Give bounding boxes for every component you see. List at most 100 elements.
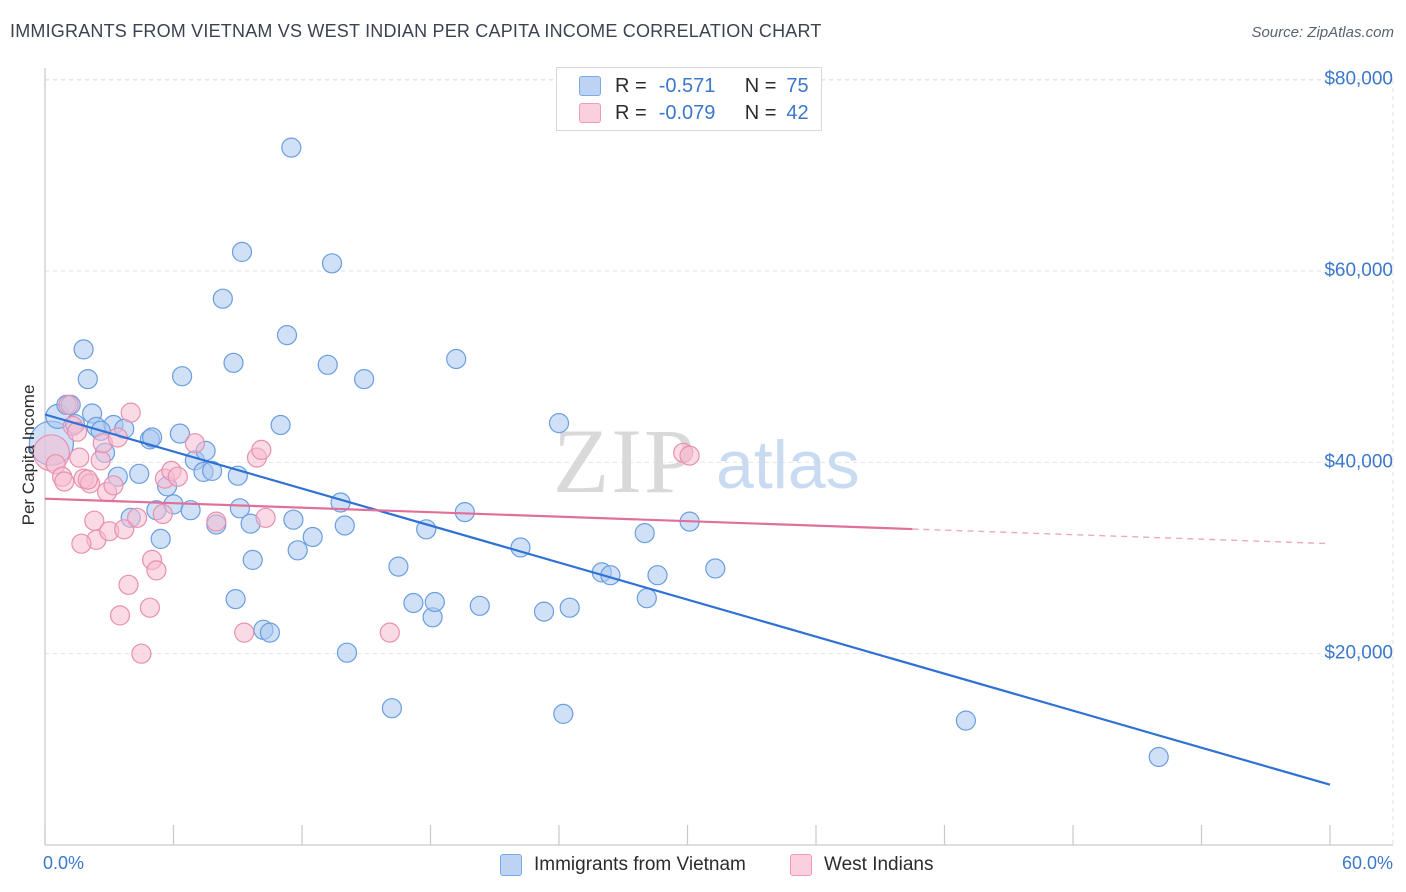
vietnam-point	[381, 698, 402, 719]
vietnam-point	[77, 369, 98, 390]
vietnam-point	[225, 588, 246, 610]
vietnam-point	[553, 703, 574, 725]
vietnam-point	[281, 137, 302, 158]
westindian-point	[118, 574, 139, 595]
westindian-point	[109, 605, 131, 626]
westindian-point	[120, 402, 141, 423]
vietnam-point	[302, 526, 323, 548]
vietnam-point	[321, 253, 343, 274]
bottom-legend-westindian: West Indians	[790, 852, 933, 878]
vietnam-point	[229, 498, 250, 519]
vietnam-point	[242, 549, 263, 571]
vietnam-point	[647, 565, 668, 586]
vietnam-point	[317, 354, 338, 375]
bottom-legend-label-westindian: West Indians	[824, 854, 934, 875]
westindian-point	[71, 533, 92, 554]
vietnam-point	[533, 601, 555, 622]
westindian-point	[139, 597, 160, 618]
trend-lines	[44, 413, 1331, 786]
x-tick-label: 60.0%	[1342, 853, 1393, 873]
vietnam-point	[287, 540, 308, 561]
vietnam-point	[446, 348, 467, 370]
westindian-point	[69, 447, 90, 468]
legend-swatch-vietnam	[579, 76, 601, 96]
vietnam-point	[388, 556, 409, 577]
westindian-point	[152, 503, 173, 525]
westindian-point	[251, 439, 272, 460]
westindian-point	[146, 560, 167, 581]
westindian-point	[127, 507, 148, 528]
vietnam-point	[283, 509, 304, 530]
vietnam-point	[231, 241, 253, 262]
correlation-legend: R = -0.571 N = 75 R = -0.079 N = 42	[556, 67, 822, 131]
westindian-point	[66, 421, 88, 442]
vietnam-point	[955, 710, 977, 731]
vietnam-point	[424, 591, 445, 613]
westindian-point	[131, 643, 152, 664]
westindian-point	[103, 475, 124, 496]
trend-line-westindian	[44, 497, 913, 531]
vietnam-point	[354, 369, 375, 390]
legend-swatch-westindian	[579, 103, 601, 123]
y-tick-label: $20,000	[1324, 643, 1393, 664]
tick-labels: $20,000 $40,000 $60,000 $80,000 0.0% 60.0%	[43, 69, 1393, 873]
y-tick-label: $40,000	[1324, 451, 1393, 472]
westindian-point	[679, 445, 700, 466]
vietnam-point	[636, 588, 657, 609]
x-tick-label: 0.0%	[43, 853, 84, 873]
vietnam-point	[142, 427, 163, 448]
y-tick-label: $80,000	[1324, 69, 1393, 90]
legend-r-label: R =	[615, 101, 647, 124]
legend-r-label: R =	[615, 74, 647, 97]
vietnam-point	[180, 500, 201, 521]
westindian-point	[255, 507, 276, 528]
legend-r-value: -0.079	[658, 101, 716, 124]
vietnam-point	[259, 622, 280, 643]
vietnam-point	[705, 558, 726, 579]
vietnam-point	[169, 423, 190, 444]
vietnam-point	[172, 366, 193, 387]
vietnam-point	[559, 597, 580, 618]
westindian-point	[54, 471, 75, 492]
trend-line-vietnam	[44, 413, 1331, 786]
vietnam-point	[548, 413, 570, 434]
westindian-point	[114, 519, 135, 540]
legend-n-label: N =	[744, 101, 777, 124]
vietnam-point	[212, 288, 233, 309]
vietnam-point	[634, 522, 655, 544]
bottom-legend-swatch-westindian	[790, 854, 812, 876]
bottom-legend-swatch-vietnam	[500, 854, 522, 876]
legend-row-vietnam: R = -0.571 N = 75	[579, 74, 809, 98]
vietnam-point	[336, 642, 358, 663]
data-points	[28, 137, 1169, 768]
vietnam-point	[202, 460, 223, 481]
vietnam-point	[1148, 746, 1169, 768]
vietnam-point	[334, 515, 355, 536]
vietnam-point	[150, 528, 171, 550]
vietnam-point	[416, 519, 437, 540]
vietnam-point	[469, 595, 490, 616]
westindian-point	[206, 511, 227, 532]
vietnam-point	[73, 339, 94, 360]
legend-n-value: 75	[786, 74, 809, 97]
legend-row-westindian: R = -0.079 N = 42	[579, 101, 809, 125]
vietnam-point	[270, 414, 291, 436]
vietnam-point	[403, 592, 424, 614]
westindian-point	[167, 466, 188, 487]
westindian-point	[234, 622, 255, 643]
y-axis-title: Per Capita Income	[19, 385, 38, 526]
bottom-legend-label-vietnam: Immigrants from Vietnam	[534, 854, 746, 875]
westindian-point	[90, 450, 111, 471]
westindian-point	[77, 469, 98, 490]
watermark-zip: ZIP	[553, 410, 697, 512]
watermark: ZIP atlas	[553, 410, 860, 512]
westindian-point	[379, 622, 400, 643]
bottom-legend-vietnam: Immigrants from Vietnam	[500, 852, 746, 878]
source-label: Source: ZipAtlas.com	[1251, 24, 1394, 41]
vietnam-point	[276, 325, 298, 346]
y-tick-label: $60,000	[1324, 260, 1393, 281]
trend-line-westindian-extension	[912, 528, 1331, 545]
westindian-point	[184, 433, 205, 454]
legend-n-label: N =	[744, 74, 777, 97]
